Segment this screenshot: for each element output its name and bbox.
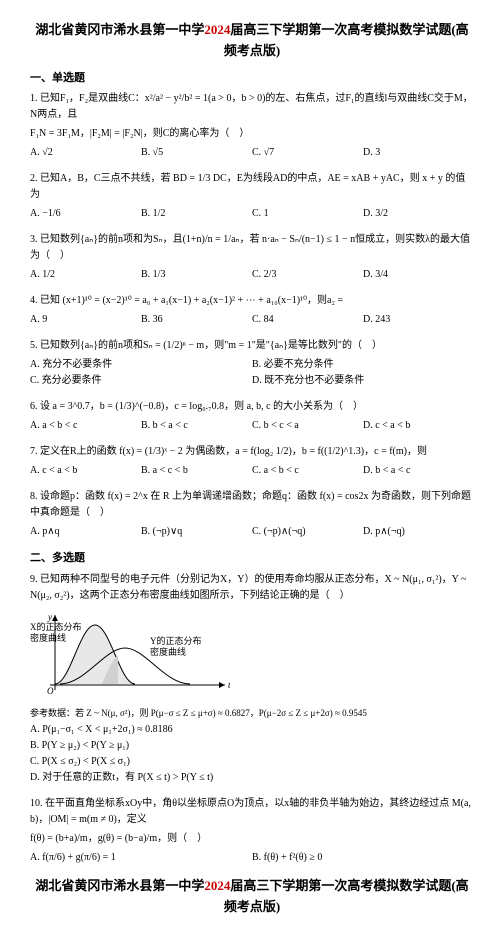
q7-choices: A. c < a < b B. a < c < b C. a < b < c D… xyxy=(30,463,474,479)
q10-choices: A. f(π/6) + g(π/6) = 1 B. f(θ) + f²(θ) ≥… xyxy=(30,850,474,866)
q9-choices: A. P(μ₁−σ₁ < X < μ₁+2σ₁) ≈ 0.8186 B. P(Y… xyxy=(30,722,474,786)
q4-choice-a: A. 9 xyxy=(30,312,141,328)
q4-choices: A. 9 B. 36 C. 84 D. 243 xyxy=(30,312,474,328)
q8-choices: A. p∧q B. (¬p)∨q C. (¬p)∧(¬q) D. p∧(¬q) xyxy=(30,524,474,540)
title-prefix: 湖北省黄冈市浠水县第一中学 xyxy=(35,22,204,37)
q10-stem-1: 10. 在平面直角坐标系xOy中，角θ以坐标原点O为顶点，以x轴的非负半轴为始边… xyxy=(30,796,474,828)
q7-choice-a: A. c < a < b xyxy=(30,463,141,479)
q8-choice-a: A. p∧q xyxy=(30,524,141,540)
q6-choice-d: D. c < a < b xyxy=(363,418,474,434)
question-4: 4. 已知 (x+1)¹⁰ = (x−2)¹⁰ = a₀ + a₁(x−1) +… xyxy=(30,293,474,328)
q3-choice-c: C. 2/3 xyxy=(252,267,363,283)
q4-choice-b: B. 36 xyxy=(141,312,252,328)
question-5: 5. 已知数列{aₙ}的前n项和Sₙ = (1/2)ⁿ − m，则"m = 1"… xyxy=(30,338,474,389)
q2-choice-a: A. −1/6 xyxy=(30,206,141,222)
q3-stem: 3. 已知数列{aₙ}的前n项和为Sₙ，且(1+n)/n = 1/aₙ，若 n·… xyxy=(30,232,474,264)
q1-stem-2: F₁N = 3F₁M，|F₂M| = |F₂N|，则C的离心率为（ ） xyxy=(30,126,474,142)
q1-choice-d: D. 3 xyxy=(363,145,474,161)
q1-choices: A. √2 B. √5 C. √7 D. 3 xyxy=(30,145,474,161)
q5-choices: A. 充分不必要条件 B. 必要不充分条件 C. 充分必要条件 D. 既不充分也… xyxy=(30,357,474,389)
q5-choice-d: D. 既不充分也不必要条件 xyxy=(252,373,474,389)
q8-choice-c: C. (¬p)∧(¬q) xyxy=(252,524,363,540)
q5-stem: 5. 已知数列{aₙ}的前n项和Sₙ = (1/2)ⁿ − m，则"m = 1"… xyxy=(30,338,474,354)
q8-choice-b: B. (¬p)∨q xyxy=(141,524,252,540)
q2-choice-c: C. 1 xyxy=(252,206,363,222)
q3-choices: A. 1/2 B. 1/3 C. 2/3 D. 3/4 xyxy=(30,267,474,283)
question-7: 7. 定义在R上的函数 f(x) = (1/3)ˣ − 2 为偶函数，a = f… xyxy=(30,444,474,479)
q9-choice-d: D. 对于任意的正数t，有 P(X ≤ t) > P(Y ≤ t) xyxy=(30,770,474,786)
q9-choice-c: C. P(X ≤ σ₂) < P(X ≤ σ₁) xyxy=(30,754,474,770)
question-6: 6. 设 a = 3^0.7，b = (1/3)^(−0.8)，c = log₀… xyxy=(30,399,474,434)
q6-choices: A. a < b < c B. b < a < c C. b < c < a D… xyxy=(30,418,474,434)
section-1-header: 一、单选题 xyxy=(30,70,474,88)
q9-choice-a: A. P(μ₁−σ₁ < X < μ₁+2σ₁) ≈ 0.8186 xyxy=(30,722,474,738)
q6-stem: 6. 设 a = 3^0.7，b = (1/3)^(−0.8)，c = log₀… xyxy=(30,399,474,415)
footer-title: 湖北省黄冈市浠水县第一中学2024届高三下学期第一次高考模拟数学试题(高频考点版… xyxy=(30,876,474,918)
q7-choice-c: C. a < b < c xyxy=(252,463,363,479)
q6-choice-b: B. b < a < c xyxy=(141,418,252,434)
page-title: 湖北省黄冈市浠水县第一中学2024届高三下学期第一次高考模拟数学试题(高频考点版… xyxy=(30,20,474,62)
q9-label-y: Y的正态分布密度曲线 xyxy=(150,636,202,658)
q4-choice-c: C. 84 xyxy=(252,312,363,328)
q4-stem: 4. 已知 (x+1)¹⁰ = (x−2)¹⁰ = a₀ + a₁(x−1) +… xyxy=(30,293,474,309)
footer-prefix: 湖北省黄冈市浠水县第一中学 xyxy=(35,878,204,893)
q10-choice-a: A. f(π/6) + g(π/6) = 1 xyxy=(30,850,252,866)
q7-choice-b: B. a < c < b xyxy=(141,463,252,479)
q9-choice-b: B. P(Y ≥ μ₂) < P(Y ≥ μ₁) xyxy=(30,738,474,754)
q9-stem: 9. 已知两种不同型号的电子元件（分别记为X，Y）的使用寿命均服从正态分布，X … xyxy=(30,572,474,604)
q5-choice-a: A. 充分不必要条件 xyxy=(30,357,252,373)
q5-choice-b: B. 必要不充分条件 xyxy=(252,357,474,373)
svg-text:O: O xyxy=(47,686,54,696)
q1-choice-a: A. √2 xyxy=(30,145,141,161)
title-year: 2024 xyxy=(204,22,230,37)
q7-choice-d: D. b < a < c xyxy=(363,463,474,479)
question-8: 8. 设命题p：函数 f(x) = 2^x 在 R 上为单调递增函数；命题q：函… xyxy=(30,489,474,540)
q9-label-x: X的正态分布密度曲线 xyxy=(30,622,82,644)
question-1: 1. 已知F₁，F₂是双曲线C：x²/a² − y²/b² = 1(a > 0，… xyxy=(30,91,474,161)
q2-choices: A. −1/6 B. 1/2 C. 1 D. 3/2 xyxy=(30,206,474,222)
svg-text:t: t xyxy=(228,680,230,690)
question-2: 2. 已知A，B，C三点不共线，若 BD = 1/3 DC，E为线段AD的中点，… xyxy=(30,171,474,222)
q7-stem: 7. 定义在R上的函数 f(x) = (1/3)ˣ − 2 为偶函数，a = f… xyxy=(30,444,474,460)
q2-choice-d: D. 3/2 xyxy=(363,206,474,222)
q8-choice-d: D. p∧(¬q) xyxy=(363,524,474,540)
q3-choice-a: A. 1/2 xyxy=(30,267,141,283)
q2-choice-b: B. 1/2 xyxy=(141,206,252,222)
question-9: 9. 已知两种不同型号的电子元件（分别记为X，Y）的使用寿命均服从正态分布，X … xyxy=(30,572,474,786)
q10-stem-2: f(θ) = (b+a)/m，g(θ) = (b−a)/m，则（ ） xyxy=(30,831,474,847)
q3-choice-b: B. 1/3 xyxy=(141,267,252,283)
q6-choice-a: A. a < b < c xyxy=(30,418,141,434)
footer-year: 2024 xyxy=(204,878,230,893)
q3-choice-d: D. 3/4 xyxy=(363,267,474,283)
q8-stem: 8. 设命题p：函数 f(x) = 2^x 在 R 上为单调递增函数；命题q：函… xyxy=(30,489,474,521)
q5-choice-c: C. 充分必要条件 xyxy=(30,373,252,389)
svg-text:y: y xyxy=(47,612,52,622)
question-3: 3. 已知数列{aₙ}的前n项和为Sₙ，且(1+n)/n = 1/aₙ，若 n·… xyxy=(30,232,474,283)
section-2-header: 二、多选题 xyxy=(30,550,474,568)
question-10: 10. 在平面直角坐标系xOy中，角θ以坐标原点O为顶点，以x轴的非负半轴为始边… xyxy=(30,796,474,866)
q9-figure: t y O X的正态分布密度曲线 Y的正态分布密度曲线 xyxy=(30,610,474,700)
q1-choice-b: B. √5 xyxy=(141,145,252,161)
q10-choice-b: B. f(θ) + f²(θ) ≥ 0 xyxy=(252,850,474,866)
q4-choice-d: D. 243 xyxy=(363,312,474,328)
q1-choice-c: C. √7 xyxy=(252,145,363,161)
footer-suffix: 届高三下学期第一次高考模拟数学试题(高频考点版) xyxy=(224,878,469,914)
q2-stem: 2. 已知A，B，C三点不共线，若 BD = 1/3 DC，E为线段AD的中点，… xyxy=(30,171,474,203)
q1-stem-1: 1. 已知F₁，F₂是双曲线C：x²/a² − y²/b² = 1(a > 0，… xyxy=(30,91,474,123)
q6-choice-c: C. b < c < a xyxy=(252,418,363,434)
title-suffix: 届高三下学期第一次高考模拟数学试题(高频考点版) xyxy=(224,22,469,58)
